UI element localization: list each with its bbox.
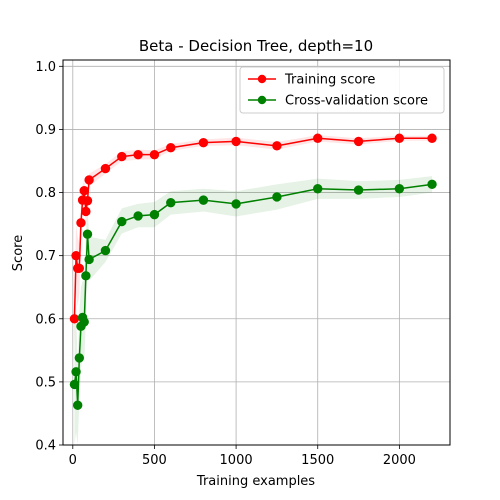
- legend-marker: [257, 95, 267, 105]
- data-point: [82, 229, 93, 239]
- data-point: [166, 143, 176, 153]
- plot-frame: [62, 59, 451, 446]
- grid: [63, 60, 450, 446]
- legend-label: Cross-validation score: [285, 94, 428, 109]
- x-axis-label: Training examples: [196, 474, 315, 489]
- data-point: [198, 195, 209, 205]
- data-point: [272, 192, 282, 202]
- x-tick-label: 2000: [383, 453, 416, 468]
- x-tick-label: 1000: [220, 453, 253, 468]
- y-tick-label: 0.6: [35, 312, 56, 327]
- data-point: [79, 185, 89, 196]
- series-line: [73, 137, 433, 319]
- data-point: [100, 163, 111, 174]
- y-tick-label: 1.0: [35, 60, 56, 75]
- data-point: [117, 216, 127, 227]
- legend-box: [239, 66, 445, 114]
- data-point: [149, 209, 160, 220]
- data-point: [72, 400, 83, 410]
- data-point: [84, 254, 94, 265]
- x-tick-label: 0: [69, 453, 77, 468]
- data-point: [74, 263, 85, 273]
- data-point: [353, 136, 364, 147]
- data-point: [133, 211, 143, 221]
- data-point: [81, 271, 91, 281]
- data-point: [71, 250, 81, 261]
- y-tick-label: 0.8: [35, 186, 56, 201]
- data-point: [76, 218, 86, 228]
- data-point: [69, 379, 80, 390]
- y-tick-label: 0.5: [35, 375, 56, 390]
- chart-title: Beta - Decision Tree, depth=10: [139, 37, 373, 55]
- data-point: [117, 151, 127, 162]
- legend-label: Training score: [284, 73, 375, 88]
- data-point: [81, 206, 91, 217]
- y-tick-label: 0.7: [35, 249, 56, 264]
- series-lines: [69, 133, 437, 410]
- data-point: [313, 184, 323, 194]
- data-point: [427, 133, 437, 143]
- y-tick-label: 0.4: [35, 439, 56, 454]
- data-point: [166, 197, 176, 208]
- data-point: [69, 314, 80, 324]
- data-point: [71, 367, 81, 377]
- data-point: [231, 136, 241, 147]
- x-tick-label: 1500: [301, 453, 334, 468]
- series-line: [73, 183, 433, 406]
- legend: Training score Cross-validation score: [239, 66, 445, 114]
- x-tick-label: 500: [142, 453, 167, 468]
- data-point: [353, 185, 364, 195]
- data-point: [84, 175, 94, 185]
- data-point: [198, 137, 209, 148]
- axis-ticks: 0 500 1000 1500 2000 0.4 0.5 0.6 0.7 0.8 0.9 1.0: [35, 60, 416, 468]
- y-tick-label: 0.9: [35, 123, 56, 138]
- data-point: [272, 141, 282, 151]
- data-point: [149, 149, 160, 160]
- data-point: [231, 199, 241, 209]
- data-point: [394, 133, 405, 143]
- data-point: [313, 133, 323, 143]
- data-point: [79, 317, 89, 327]
- y-axis-label: Score: [11, 235, 26, 271]
- data-point: [427, 179, 437, 190]
- data-point: [74, 353, 85, 363]
- data-point: [82, 196, 93, 206]
- data-point: [100, 245, 111, 256]
- legend-marker: [257, 74, 267, 84]
- data-point: [394, 184, 405, 194]
- data-point: [133, 149, 143, 160]
